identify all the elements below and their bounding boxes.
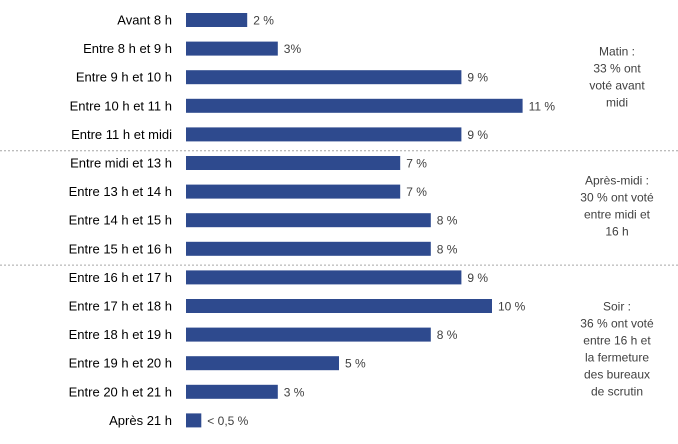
group-note-1-line-3: 16 h — [605, 224, 628, 238]
value-label-1: 3% — [284, 42, 302, 56]
group-note-2-line-5: de scrutin — [591, 384, 643, 398]
bar-8 — [186, 241, 431, 256]
value-label-6: 7 % — [406, 185, 427, 199]
category-label-8: Entre 15 h et 16 h — [69, 241, 172, 256]
bar-1 — [186, 41, 278, 56]
group-note-1-line-2: entre midi et — [584, 207, 651, 221]
group-note-2-line-1: 36 % ont voté — [580, 316, 654, 330]
bar-9 — [186, 270, 462, 285]
category-label-3: Entre 10 h et 11 h — [70, 98, 172, 113]
group-note-1-line-0: Après-midi : — [585, 173, 649, 187]
value-label-11: 8 % — [437, 328, 458, 342]
value-label-12: 5 % — [345, 357, 366, 371]
bar-13 — [186, 384, 278, 399]
value-label-4: 9 % — [467, 128, 488, 142]
category-labels: Avant 8 h Entre 8 h et 9 h Entre 9 h et 10… — [69, 13, 172, 428]
group-note-0-line-0: Matin : — [599, 45, 635, 59]
group-note-2-line-3: la fermeture — [585, 350, 649, 364]
category-label-5: Entre midi et 13 h — [70, 156, 172, 171]
group-note-2-line-4: des bureaux — [584, 367, 650, 381]
bar-3 — [186, 98, 523, 113]
category-label-13: Entre 20 h et 21 h — [69, 384, 172, 399]
group-separators — [0, 150, 678, 266]
bar-0 — [186, 13, 248, 27]
bar-10 — [186, 299, 492, 313]
value-label-10: 10 % — [498, 300, 526, 314]
value-label-2: 9 % — [467, 71, 488, 85]
bar-7 — [186, 213, 431, 228]
group-note-0-line-1: 33 % ont — [593, 62, 641, 76]
group-notes: Matin : 33 % ont voté avant midi Après-midi … — [580, 45, 654, 399]
value-label-13: 3 % — [284, 385, 305, 399]
bar-12 — [186, 356, 339, 371]
bar-2 — [186, 70, 462, 85]
bar-14 — [186, 413, 202, 428]
bar-4 — [186, 127, 462, 142]
category-label-14: Après 21 h — [109, 413, 172, 428]
value-labels: 2 % 3% 9 % 11 % 9 % 7 % 7 % 8 % 8 % 9 % 10 % 8 % 5 %… — [207, 14, 555, 428]
category-label-9: Entre 16 h et 17 h — [69, 270, 172, 285]
group-note-2-line-0: Soir : — [603, 299, 631, 313]
category-label-4: Entre 11 h et midi — [71, 127, 172, 142]
value-label-3: 11 % — [529, 99, 556, 113]
category-label-10: Entre 17 h et 18 h — [69, 299, 172, 314]
group-note-2-line-2: entre 16 h et — [583, 333, 651, 347]
value-label-8: 8 % — [437, 242, 458, 256]
category-label-12: Entre 19 h et 20 h — [69, 356, 172, 371]
group-note-0-line-3: midi — [606, 96, 628, 110]
category-label-2: Entre 9 h et 10 h — [76, 70, 172, 85]
bar-6 — [186, 184, 401, 199]
category-label-1: Entre 8 h et 9 h — [83, 41, 172, 56]
category-label-7: Entre 14 h et 15 h — [69, 213, 172, 228]
value-label-0: 2 % — [253, 14, 274, 28]
value-label-5: 7 % — [406, 157, 427, 171]
group-note-1-line-1: 30 % ont voté — [580, 190, 654, 204]
category-label-6: Entre 13 h et 14 h — [69, 184, 172, 199]
bars — [186, 13, 523, 428]
value-label-9: 9 % — [467, 271, 488, 285]
group-note-0-line-2: voté avant — [589, 79, 645, 93]
bar-5 — [186, 156, 401, 170]
value-label-7: 8 % — [437, 214, 458, 228]
value-label-14: < 0,5 % — [207, 414, 248, 428]
category-label-11: Entre 18 h et 19 h — [69, 327, 172, 342]
bar-11 — [186, 327, 431, 342]
category-label-0: Avant 8 h — [117, 13, 172, 28]
